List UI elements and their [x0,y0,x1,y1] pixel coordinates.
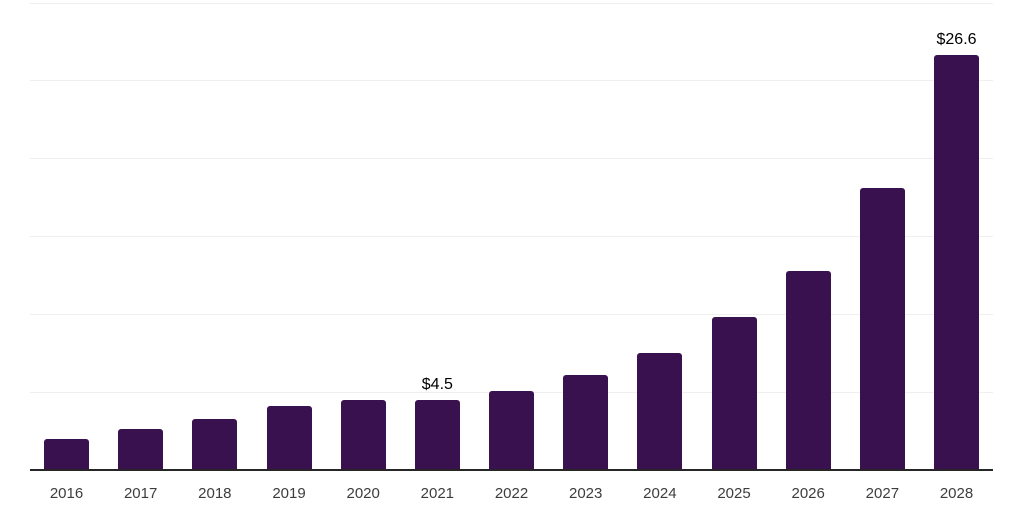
bar-2021 [414,399,460,470]
x-tick-label-2024: 2024 [643,485,677,502]
data-label-2028: $26.6 [936,31,977,49]
bar-2026 [785,270,831,470]
bar-2025 [711,317,757,470]
bar-2024 [637,353,683,470]
bar-2016 [44,438,89,470]
gridline [30,80,993,82]
x-tick-label-2018: 2018 [198,485,232,502]
data-label-2021: $4.5 [421,375,453,393]
bar-2022 [489,390,535,470]
bar-2027 [859,187,905,470]
x-tick-label-2021: 2021 [420,485,455,502]
x-tick-label-2026: 2026 [791,485,825,502]
bar-2017 [118,429,164,470]
bar-2019 [266,406,312,470]
x-tick-label-2017: 2017 [123,485,158,502]
x-axis-line [30,469,993,471]
x-tick-label-2016: 2016 [49,485,84,502]
x-tick-label-2025: 2025 [717,485,751,502]
x-tick-label-2022: 2022 [494,485,529,502]
x-tick-label-2028: 2028 [939,485,974,502]
bar-2023 [563,374,609,470]
x-tick-label-2023: 2023 [569,485,603,502]
gridline [30,236,993,238]
x-tick-label-2019: 2019 [272,485,306,502]
gridline [30,314,993,316]
gridline [30,2,993,4]
bar-2020 [340,399,386,470]
x-tick-label-2027: 2027 [865,485,900,502]
gridline [30,158,993,160]
bar-2018 [192,418,238,470]
bar-2028 [934,55,980,470]
x-tick-label-2020: 2020 [346,485,380,502]
